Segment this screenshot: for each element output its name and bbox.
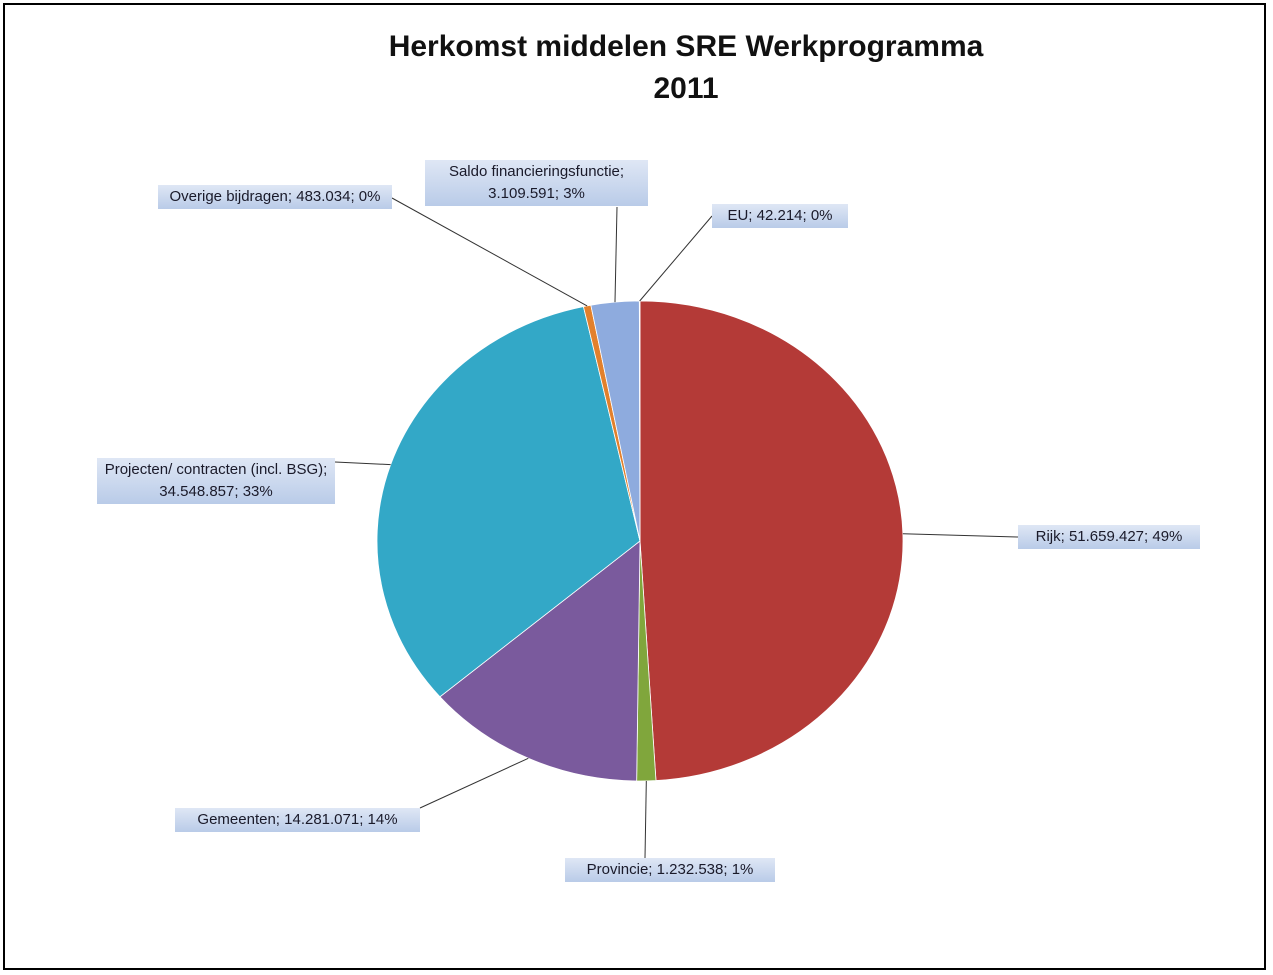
data-label: Rijk; 51.659.427; 49%: [1018, 525, 1200, 549]
data-label: Saldo financieringsfunctie; 3.109.591; 3…: [425, 160, 648, 206]
data-label: Provincie; 1.232.538; 1%: [565, 858, 775, 882]
pie-slice: [639, 300, 904, 781]
pie-slice: [439, 540, 641, 782]
chart-frame: [3, 3, 1266, 970]
leader-line: [902, 533, 1019, 538]
data-label: Overige bijdragen; 483.034; 0%: [158, 185, 392, 209]
leader-line: [334, 461, 391, 466]
leader-line: [419, 757, 529, 809]
leader-line: [614, 206, 618, 303]
chart-title: Herkomst middelen SRE Werkprogramma 2011: [388, 30, 984, 105]
leader-line: [639, 215, 713, 302]
leader-line: [644, 780, 647, 859]
pie-slice: [376, 306, 641, 698]
data-label: Gemeenten; 14.281.071; 14%: [175, 808, 420, 832]
data-label: Projecten/ contracten (incl. BSG); 34.54…: [97, 458, 335, 504]
leader-line: [391, 197, 588, 307]
data-label: EU; 42.214; 0%: [712, 204, 848, 228]
